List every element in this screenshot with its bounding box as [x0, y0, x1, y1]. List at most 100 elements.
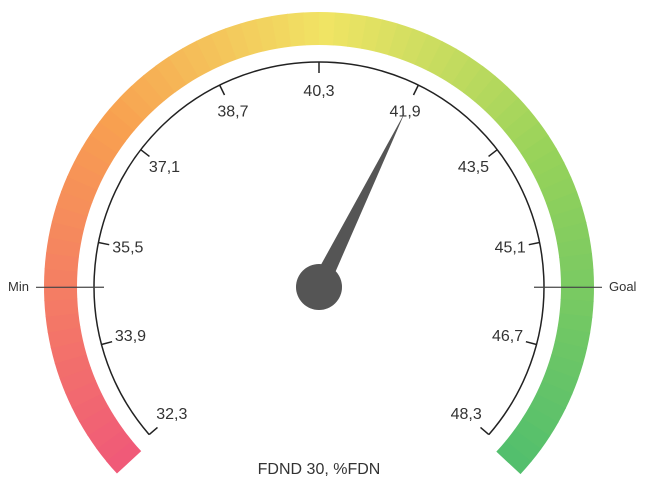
- gauge-band: [56, 190, 93, 217]
- gauge-band: [503, 109, 540, 143]
- gauge-band: [559, 253, 594, 272]
- tick-label: 43,5: [458, 159, 489, 176]
- tick-label: 32,3: [156, 406, 187, 423]
- tick-label: 48,3: [451, 406, 482, 423]
- gauge-band: [520, 134, 557, 166]
- gauge-band: [374, 19, 399, 56]
- gauge-band: [287, 12, 306, 47]
- gauge-band: [451, 56, 484, 93]
- gauge-band: [401, 28, 429, 65]
- gauge-band: [551, 340, 588, 365]
- gauge-band: [557, 237, 593, 258]
- gauge-band: [535, 380, 573, 409]
- tick-label: 38,7: [217, 103, 248, 120]
- gauge-band: [541, 367, 579, 395]
- needle: [310, 112, 406, 291]
- gauge-band: [87, 417, 124, 449]
- gauge-band: [360, 16, 383, 52]
- tick-label: 41,9: [390, 103, 421, 120]
- gauge-band: [81, 134, 118, 165]
- tick-label: 46,7: [492, 328, 523, 345]
- gauge-band: [512, 121, 549, 154]
- tick-mark: [488, 149, 498, 158]
- gauge-band: [44, 268, 78, 286]
- gauge-band: [61, 175, 98, 203]
- gauge-band: [168, 48, 200, 85]
- gauge-band: [142, 65, 176, 102]
- gauge-band: [540, 176, 578, 204]
- needle-hub: [296, 264, 342, 310]
- gauge-band: [333, 12, 352, 47]
- gauge-band: [427, 40, 457, 78]
- gauge-band: [182, 40, 212, 78]
- tick-label: 33,9: [115, 328, 146, 345]
- gauge-band: [271, 13, 292, 49]
- gauge-band: [44, 298, 79, 317]
- gauge-band: [79, 405, 116, 436]
- gauge-band: [439, 48, 471, 85]
- gauge-band: [130, 75, 165, 111]
- gauge-band: [44, 252, 79, 272]
- gauge-band: [65, 380, 102, 409]
- gauge-band: [545, 191, 583, 217]
- gauge-band: [534, 162, 572, 191]
- gauge-band: [560, 269, 594, 286]
- gauge-band: [73, 147, 111, 178]
- tick-label: 40,3: [303, 83, 334, 100]
- gauge-band: [155, 56, 188, 93]
- gauge-band: [255, 16, 278, 52]
- gauge-band: [54, 353, 91, 379]
- scale-arc: [93, 61, 545, 436]
- gauge-band: [303, 11, 320, 46]
- gauge-band: [529, 393, 566, 423]
- gauge-band: [559, 299, 594, 318]
- gauge-band: [99, 108, 135, 142]
- gauge-band: [527, 148, 565, 178]
- gauge-band: [71, 392, 109, 423]
- gauge-band: [225, 23, 251, 60]
- marker-label: Goal: [609, 279, 637, 294]
- gauge-band: [47, 326, 84, 349]
- gauge-band: [210, 28, 238, 65]
- gauge-band: [522, 405, 559, 437]
- tick-mark: [480, 426, 490, 436]
- gauge-band: [484, 86, 519, 121]
- gauge-band: [196, 33, 225, 71]
- tick-mark: [101, 340, 113, 346]
- gauge-band: [96, 428, 133, 462]
- chart-title: FDND 30, %FDN: [258, 461, 381, 478]
- gauge-band: [346, 13, 368, 49]
- marker-label: Min: [8, 279, 29, 294]
- gauge-band: [59, 367, 96, 394]
- tick-mark: [140, 149, 150, 158]
- gauge-band: [514, 417, 551, 450]
- gauge-band: [89, 121, 126, 154]
- tick-mark: [218, 84, 226, 96]
- gauge-band: [45, 312, 81, 333]
- gauge-band: [557, 313, 593, 334]
- gauge-band: [473, 75, 508, 111]
- gauge-band: [560, 285, 594, 302]
- gauge-band: [462, 65, 496, 102]
- gauge-band: [414, 34, 443, 71]
- gauge-band: [119, 85, 155, 121]
- tick-label: 37,1: [149, 159, 180, 176]
- tick-mark: [412, 84, 420, 96]
- tick-label: 35,5: [112, 240, 143, 257]
- tick-mark: [148, 426, 158, 436]
- gauge-band: [494, 97, 530, 132]
- tick-label: 45,1: [495, 240, 526, 257]
- gauge-band: [505, 429, 542, 463]
- tick-mark: [528, 241, 540, 246]
- gauge-band: [554, 221, 590, 245]
- gauge-band: [109, 96, 145, 131]
- tick-mark: [525, 340, 537, 346]
- gauge-band: [48, 221, 85, 244]
- gauge-band: [546, 354, 584, 380]
- gauge-band: [67, 161, 104, 190]
- gauge-band: [44, 284, 78, 301]
- gauge-band: [105, 440, 142, 474]
- gauge-band: [388, 23, 414, 60]
- gauge-band: [319, 12, 336, 46]
